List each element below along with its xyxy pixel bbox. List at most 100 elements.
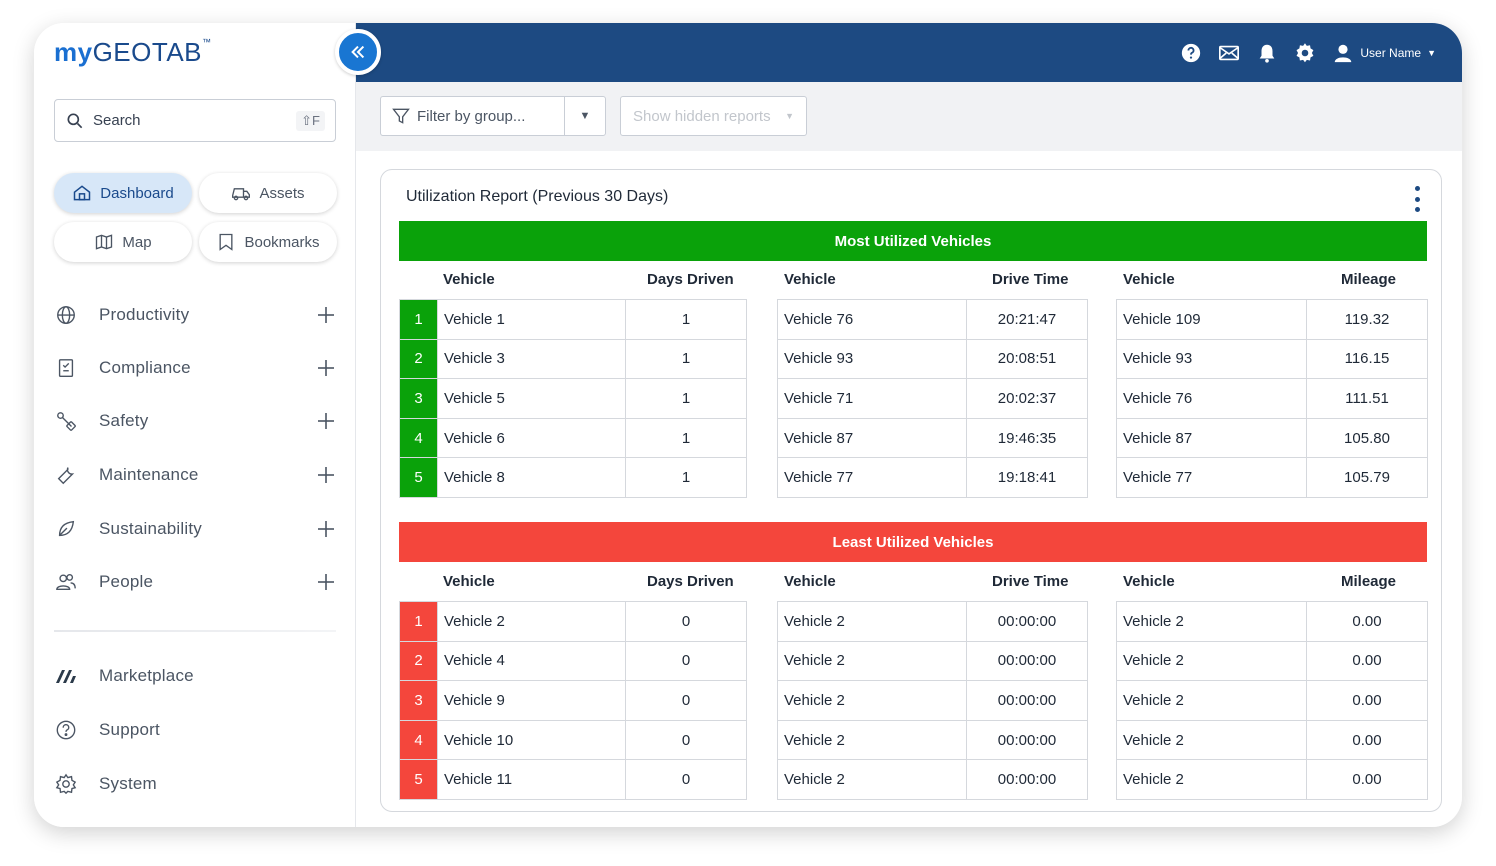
caret-down-icon: ▼: [579, 110, 591, 122]
rank-cell: 5: [400, 458, 438, 497]
vehicle-cell[interactable]: Vehicle 109: [1117, 300, 1307, 339]
vehicle-cell[interactable]: Vehicle 2: [778, 760, 967, 799]
logo-trademark: ™: [202, 37, 212, 47]
more-options-icon[interactable]: [1413, 186, 1421, 212]
nav-productivity[interactable]: Productivity: [54, 295, 336, 335]
value-cell: 00:00:00: [967, 720, 1088, 760]
vehicle-cell[interactable]: Vehicle 76: [1117, 379, 1307, 418]
top-header: User Name ▼: [356, 23, 1462, 82]
vehicle-cell[interactable]: Vehicle 2: [438, 602, 626, 641]
nav-label: Compliance: [99, 358, 191, 377]
nav-label: Productivity: [99, 305, 190, 324]
table-row: Vehicle 77 105.79: [1117, 458, 1428, 498]
nav-marketplace[interactable]: Marketplace: [54, 656, 336, 696]
vehicle-cell[interactable]: Vehicle 6: [438, 418, 626, 458]
group-filter[interactable]: Filter by group... ▼: [380, 96, 606, 136]
vehicle-cell[interactable]: Vehicle 1: [438, 300, 626, 339]
vehicle-cell[interactable]: Vehicle 76: [778, 300, 967, 339]
settings-gear-icon[interactable]: [1294, 42, 1316, 64]
nav-maintenance[interactable]: Maintenance: [54, 455, 336, 495]
search-box[interactable]: Search ⇧F: [54, 99, 336, 142]
vehicle-cell[interactable]: Vehicle 5: [438, 379, 626, 418]
vehicle-cell[interactable]: Vehicle 9: [438, 681, 626, 720]
vehicle-cell[interactable]: Vehicle 2: [1117, 760, 1307, 799]
mygeotab-logo[interactable]: myGEOTAB™: [54, 37, 212, 68]
quick-link-assets[interactable]: Assets: [199, 173, 337, 213]
column-header-vehicle: Vehicle: [443, 271, 495, 288]
nav-label: Safety: [99, 411, 149, 430]
nav-sustainability[interactable]: Sustainability: [54, 509, 336, 549]
mail-icon[interactable]: [1218, 42, 1240, 64]
nav-label: Support: [99, 720, 160, 739]
quick-link-map[interactable]: Map: [54, 222, 192, 262]
nav-system[interactable]: System: [54, 764, 336, 804]
vehicle-cell[interactable]: Vehicle 10: [438, 720, 626, 760]
value-cell: 105.79: [1307, 458, 1428, 497]
rank-cell: 5: [400, 760, 438, 799]
nav-compliance[interactable]: Compliance: [54, 348, 336, 388]
help-icon[interactable]: [1180, 42, 1202, 64]
expand-plus-icon[interactable]: [316, 465, 336, 485]
column-header-days-driven: Days Driven: [647, 573, 734, 590]
expand-plus-icon[interactable]: [316, 411, 336, 431]
map-icon: [96, 234, 113, 250]
vehicle-cell[interactable]: Vehicle 2: [778, 602, 967, 641]
gear-icon: [54, 772, 78, 796]
vehicle-cell[interactable]: Vehicle 2: [1117, 641, 1307, 681]
table-row: Vehicle 87 105.80: [1117, 418, 1428, 459]
vehicle-cell[interactable]: Vehicle 2: [1117, 720, 1307, 760]
vehicle-cell[interactable]: Vehicle 2: [1117, 681, 1307, 720]
quick-link-label: Dashboard: [100, 184, 174, 202]
nav-support[interactable]: Support: [54, 710, 336, 750]
quick-link-label: Bookmarks: [244, 233, 320, 251]
vehicle-cell[interactable]: Vehicle 87: [1117, 418, 1307, 458]
expand-plus-icon[interactable]: [316, 572, 336, 592]
vehicle-cell[interactable]: Vehicle 4: [438, 641, 626, 681]
quick-link-bookmarks[interactable]: Bookmarks: [199, 222, 337, 262]
expand-plus-icon[interactable]: [316, 305, 336, 325]
quick-link-label: Map: [122, 233, 152, 251]
vehicle-cell[interactable]: Vehicle 77: [1117, 458, 1307, 497]
nav-label: Sustainability: [99, 519, 202, 538]
column-header-vehicle: Vehicle: [1123, 573, 1175, 590]
table-row: Vehicle 77 19:18:41: [778, 458, 1088, 498]
main-content: Filter by group... ▼ Show hidden reports…: [356, 82, 1462, 827]
value-cell: 1: [626, 379, 747, 418]
table-row: 5 Vehicle 11 0: [400, 760, 747, 800]
user-name: User Name: [1360, 45, 1422, 60]
collapse-sidebar-button[interactable]: [335, 29, 381, 75]
group-filter-input[interactable]: Filter by group...: [381, 97, 565, 135]
vehicle-cell[interactable]: Vehicle 77: [778, 458, 967, 497]
show-hidden-reports-dropdown[interactable]: Show hidden reports ▼: [620, 96, 807, 136]
nav-people[interactable]: People: [54, 562, 336, 602]
nav-safety[interactable]: Safety: [54, 401, 336, 441]
vehicle-cell[interactable]: Vehicle 71: [778, 379, 967, 418]
rank-cell: 2: [400, 641, 438, 681]
quick-link-dashboard[interactable]: Dashboard: [54, 173, 192, 213]
value-cell: 0.00: [1307, 760, 1428, 799]
table-row: Vehicle 93 20:08:51: [778, 339, 1088, 380]
vehicle-cell[interactable]: Vehicle 2: [778, 720, 967, 760]
vehicle-cell[interactable]: Vehicle 2: [778, 681, 967, 720]
vehicle-cell[interactable]: Vehicle 93: [778, 339, 967, 379]
report-toolbar: Filter by group... ▼ Show hidden reports…: [380, 96, 807, 136]
expand-plus-icon[interactable]: [316, 519, 336, 539]
vehicle-cell[interactable]: Vehicle 11: [438, 760, 626, 799]
rank-cell: 3: [400, 379, 438, 418]
expand-plus-icon[interactable]: [316, 358, 336, 378]
least-utilized-banner: Least Utilized Vehicles: [399, 522, 1427, 562]
value-cell: 20:21:47: [967, 300, 1088, 339]
vehicle-cell[interactable]: Vehicle 3: [438, 339, 626, 379]
value-cell: 105.80: [1307, 418, 1428, 458]
vehicle-cell[interactable]: Vehicle 8: [438, 458, 626, 497]
group-filter-dropdown-toggle[interactable]: ▼: [565, 110, 605, 122]
bell-icon[interactable]: [1256, 42, 1278, 64]
vehicle-cell[interactable]: Vehicle 2: [778, 641, 967, 681]
user-menu[interactable]: User Name ▼: [1332, 42, 1436, 64]
vehicle-cell[interactable]: Vehicle 93: [1117, 339, 1307, 379]
vehicle-cell[interactable]: Vehicle 87: [778, 418, 967, 458]
column-header-mileage: Mileage: [1341, 573, 1397, 590]
vehicle-cell[interactable]: Vehicle 2: [1117, 602, 1307, 641]
value-cell: 00:00:00: [967, 602, 1088, 641]
